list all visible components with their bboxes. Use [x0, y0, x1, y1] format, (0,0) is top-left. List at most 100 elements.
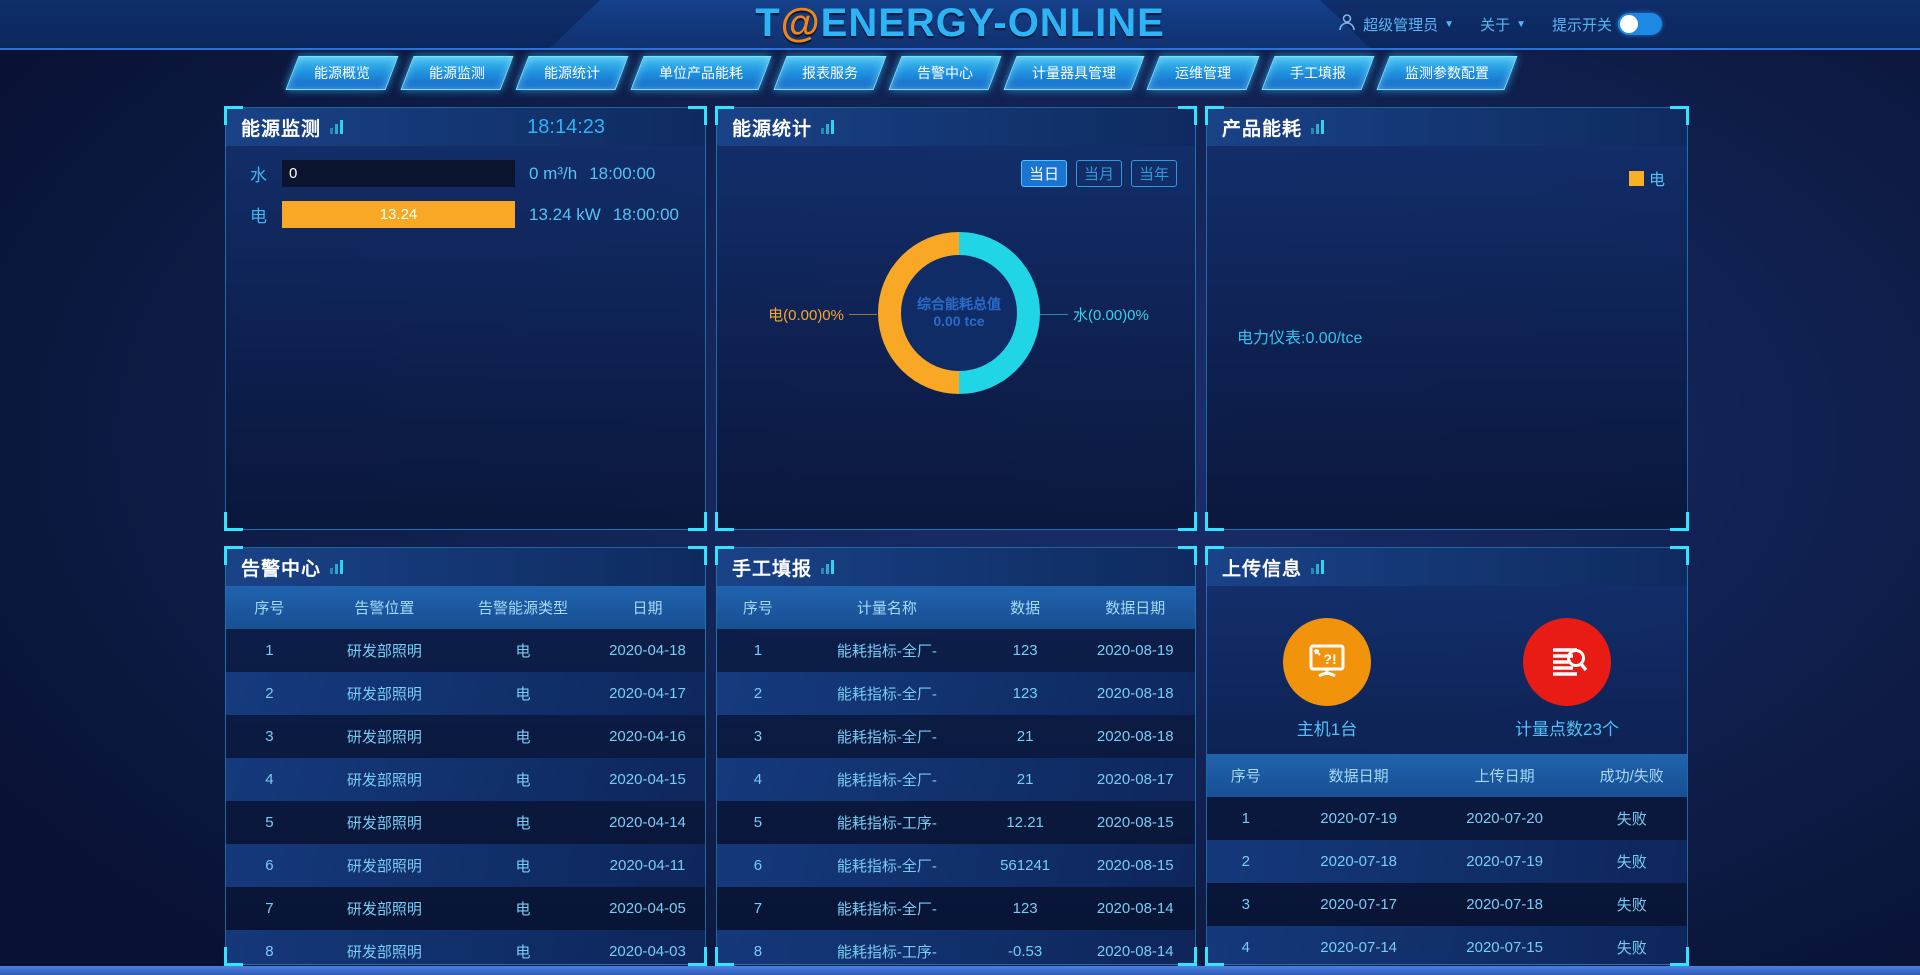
nav-tab-label: 计量器具管理	[1032, 65, 1116, 81]
nav-tab-report-service[interactable]: 报表服务	[773, 56, 887, 90]
table-cell: 1	[265, 642, 274, 659]
panel-energy-stats: 能源统计 当日 当月 当年 综合能耗总值 0.00 tce 电(0.00)0%	[715, 106, 1197, 531]
tab-today[interactable]: 当日	[1020, 160, 1067, 187]
table-row[interactable]: 7 能耗指标-全厂- 123 2020-08-14	[717, 887, 1195, 930]
corner-accent	[715, 106, 734, 125]
table-row[interactable]: 8 研发部照明 电 2020-04-03	[226, 930, 705, 964]
nav-tab-label: 能源统计	[544, 65, 600, 81]
table-column-header: 数据日期	[1075, 586, 1195, 629]
table-row[interactable]: 7 研发部照明 电 2020-04-05	[226, 887, 705, 930]
table-header-row: 序号 计量名称 数据 数据日期	[717, 586, 1195, 629]
user-menu[interactable]: 超级管理员 ▼	[1337, 12, 1454, 36]
table-cell: 电	[515, 815, 531, 832]
corner-accent	[1670, 106, 1689, 125]
table-row[interactable]: 1 研发部照明 电 2020-04-18	[226, 629, 705, 672]
electricity-bar-value: 13.24	[379, 206, 418, 223]
table-cell: 研发部照明	[346, 772, 422, 789]
nav-tab-manual-report[interactable]: 手工填报	[1261, 56, 1375, 90]
corner-accent	[1205, 546, 1224, 565]
table-cell: 研发部照明	[346, 686, 422, 703]
nav-tab-alarm-center[interactable]: 告警中心	[888, 56, 1002, 90]
table-cell: 能耗指标-全厂-	[836, 686, 937, 703]
table-row[interactable]: 3 能耗指标-全厂- 21 2020-08-18	[717, 715, 1195, 758]
water-label: 水	[250, 166, 267, 185]
table-row[interactable]: 6 研发部照明 电 2020-04-11	[226, 844, 705, 887]
table-cell: 2020-07-17	[1320, 896, 1398, 913]
table-cell: 电	[515, 686, 531, 703]
table-column-header: 数据	[974, 586, 1076, 629]
table-row[interactable]: 3 2020-07-17 2020-07-18 失败	[1207, 883, 1687, 926]
table-row[interactable]: 6 能耗指标-全厂- 561241 2020-08-15	[717, 844, 1195, 887]
table-cell: 2020-04-05	[609, 900, 686, 917]
nav-tab-label: 能源监测	[429, 65, 485, 81]
meter-points-stat-label: 计量点数23个	[1515, 720, 1619, 739]
host-stat-label: 主机1台	[1296, 720, 1358, 739]
panel-upload-info: 上传信息 ?! 主机1台	[1205, 546, 1689, 966]
nav-tab-meter-management[interactable]: 计量器具管理	[1003, 56, 1145, 90]
corner-accent	[1205, 947, 1224, 966]
table-row[interactable]: 4 2020-07-14 2020-07-15 失败	[1207, 926, 1687, 964]
table-cell: 研发部照明	[346, 815, 422, 832]
table-cell: 5	[753, 814, 763, 831]
table-row[interactable]: 2 能耗指标-全厂- 123 2020-08-18	[717, 672, 1195, 715]
header-decoration-left	[0, 0, 600, 48]
table-row[interactable]: 4 能耗指标-全厂- 21 2020-08-17	[717, 758, 1195, 801]
nav-tab-energy-stats[interactable]: 能源统计	[515, 56, 629, 90]
table-row[interactable]: 2 2020-07-18 2020-07-19 失败	[1207, 840, 1687, 883]
water-bar-value: 0	[289, 165, 298, 182]
donut-label-water-text: 水(0.00)0%	[1073, 307, 1149, 324]
nav-tab-monitor-config[interactable]: 监测参数配置	[1376, 56, 1518, 90]
panel-title: 产品能耗	[1222, 118, 1303, 140]
chevron-down-icon: ▼	[1516, 18, 1526, 30]
tab-this-month[interactable]: 当月	[1075, 160, 1122, 187]
panel-body: ?! 主机1台	[1207, 586, 1687, 964]
legend-label-electricity: 电	[1648, 172, 1665, 189]
nav-tab-unit-product-energy[interactable]: 单位产品能耗	[630, 56, 772, 90]
table-cell: 电	[515, 858, 531, 875]
nav-tab-ops-management[interactable]: 运维管理	[1146, 56, 1260, 90]
table-cell: 研发部照明	[346, 643, 422, 660]
nav-tab-label: 单位产品能耗	[659, 65, 743, 81]
table-cell: 1	[1241, 810, 1250, 827]
panel-header: 能源统计	[717, 108, 1195, 146]
table-cell: 2020-04-11	[609, 857, 686, 874]
table-column-header: 计量名称	[798, 586, 975, 629]
electricity-time: 18:00:00	[612, 204, 679, 224]
tab-this-year[interactable]: 当年	[1130, 160, 1177, 187]
nav-tab-energy-overview[interactable]: 能源概览	[285, 56, 399, 90]
table-cell: 失败	[1616, 811, 1647, 828]
table-row[interactable]: 1 能耗指标-全厂- 123 2020-08-19	[717, 629, 1195, 672]
table-row[interactable]: 5 能耗指标-工序- 12.21 2020-08-15	[717, 801, 1195, 844]
panel-body: 序号 计量名称 数据 数据日期 1 能耗指标-全厂- 123 2020-08-19 2 能耗指标…	[717, 586, 1195, 964]
table-cell: 561241	[1000, 857, 1051, 874]
table-cell: 7	[265, 900, 274, 917]
horizontal-scrollbar[interactable]	[0, 966, 1920, 975]
corner-accent	[1670, 947, 1689, 966]
clock-time: 18:14:23	[527, 115, 605, 138]
table-row[interactable]: 8 能耗指标-工序- -0.53 2020-08-14	[717, 930, 1195, 964]
about-menu[interactable]: 关于 ▼	[1480, 14, 1526, 35]
tip-toggle-switch[interactable]	[1618, 13, 1662, 35]
table-cell: 2020-04-14	[609, 814, 686, 831]
table-row[interactable]: 5 研发部照明 电 2020-04-14	[226, 801, 705, 844]
table-cell: 能耗指标-全厂-	[836, 901, 937, 918]
corner-accent	[224, 512, 243, 531]
table-cell: 失败	[1616, 940, 1647, 957]
panel-body: 电 电力仪表:0.00/tce	[1207, 146, 1687, 529]
water-value: 0 m³/h	[529, 163, 578, 183]
table-row[interactable]: 4 研发部照明 电 2020-04-15	[226, 758, 705, 801]
panel-header: 产品能耗	[1207, 108, 1687, 146]
donut-center-text: 综合能耗总值 0.00 tce	[889, 296, 1029, 330]
electricity-label: 电	[250, 207, 267, 226]
table-row[interactable]: 1 2020-07-19 2020-07-20 失败	[1207, 797, 1687, 840]
table-cell: 21	[1016, 728, 1034, 745]
table-cell: 失败	[1616, 854, 1647, 871]
corner-accent	[224, 947, 243, 966]
table-cell: 2020-08-15	[1096, 814, 1174, 831]
panel-header: 能源监测 18:14:23	[226, 108, 705, 146]
corner-accent	[715, 546, 734, 565]
nav-tab-energy-monitor[interactable]: 能源监测	[400, 56, 514, 90]
table-row[interactable]: 3 研发部照明 电 2020-04-16	[226, 715, 705, 758]
table-row[interactable]: 2 研发部照明 电 2020-04-17	[226, 672, 705, 715]
table-cell: 能耗指标-全厂-	[836, 858, 937, 875]
